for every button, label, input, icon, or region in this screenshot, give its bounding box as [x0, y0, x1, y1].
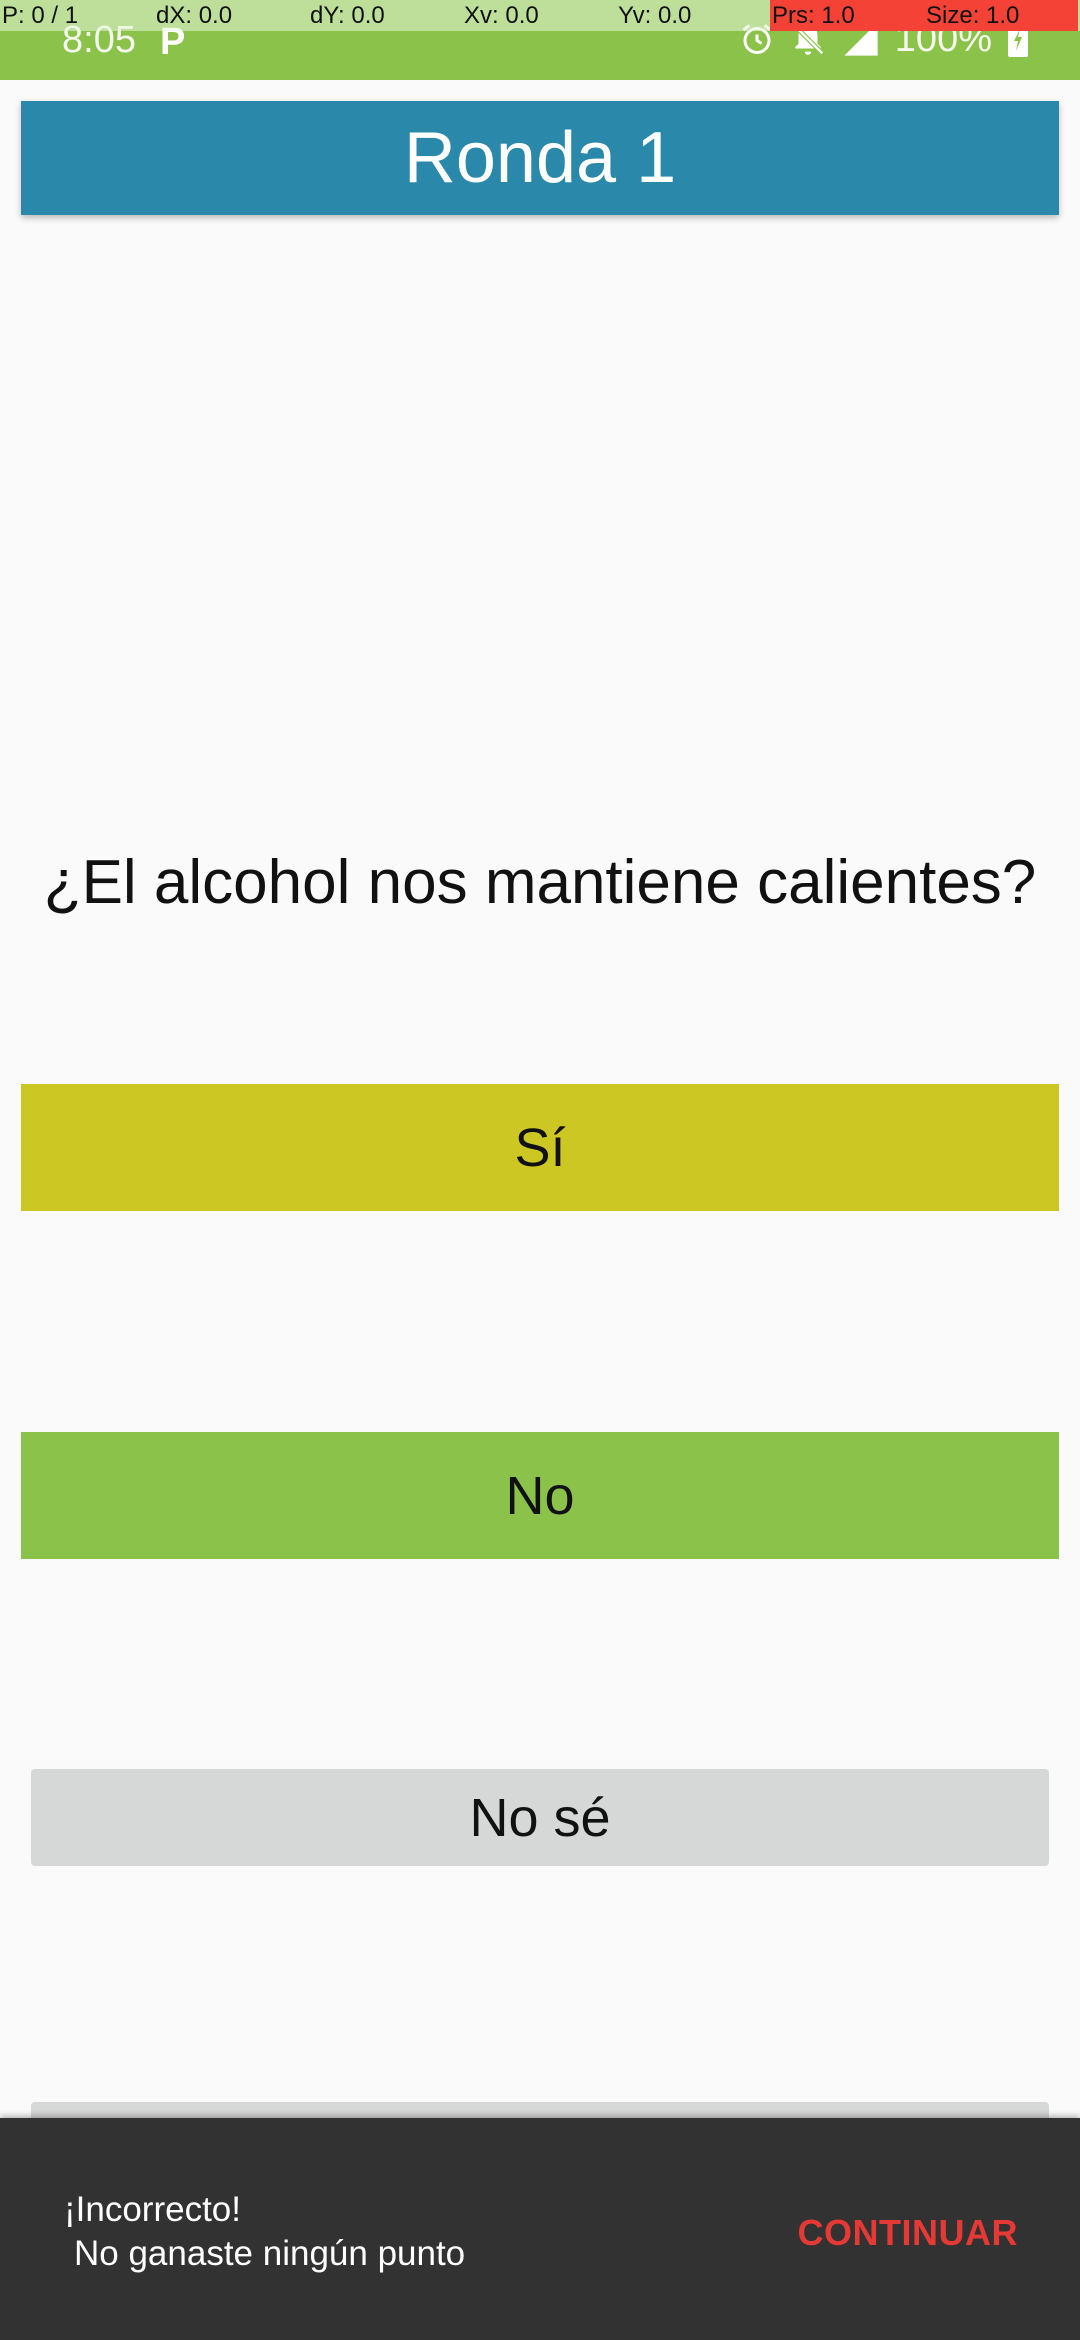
debug-pointer: P: 0 / 1: [2, 2, 79, 29]
debug-dy: dY: 0.0: [310, 2, 385, 29]
debug-yv: Yv: 0.0: [618, 2, 692, 29]
debug-xv: Xv: 0.0: [464, 2, 539, 29]
round-header: Ronda 1: [21, 101, 1059, 215]
answer-dont-know-button[interactable]: No sé: [31, 1769, 1049, 1866]
answer-no-button[interactable]: No: [21, 1432, 1059, 1559]
result-snackbar: ¡Incorrecto! No ganaste ningún punto CON…: [0, 2118, 1080, 2340]
answer-yes-button[interactable]: Sí: [21, 1084, 1059, 1211]
debug-pressure: Prs: 1.0: [770, 0, 924, 31]
answer-no-label: No: [505, 1465, 575, 1526]
continue-button[interactable]: CONTINUAR: [797, 2212, 1018, 2253]
question-text: ¿El alcohol nos mantiene calientes?: [43, 848, 1037, 917]
answer-dont-know-label: No sé: [469, 1787, 611, 1848]
pointer-debug-overlay: P: 0 / 1 dX: 0.0 dY: 0.0 Xv: 0.0 Yv: 0.0…: [0, 0, 1080, 31]
snackbar-result-message: No ganaste ningún punto: [74, 2234, 466, 2273]
debug-size: Size: 1.0: [924, 0, 1078, 31]
snackbar-result-title: ¡Incorrecto!: [64, 2190, 241, 2229]
answer-yes-label: Sí: [514, 1117, 566, 1178]
round-title: Ronda 1: [403, 118, 677, 198]
debug-dx: dX: 0.0: [156, 2, 233, 29]
